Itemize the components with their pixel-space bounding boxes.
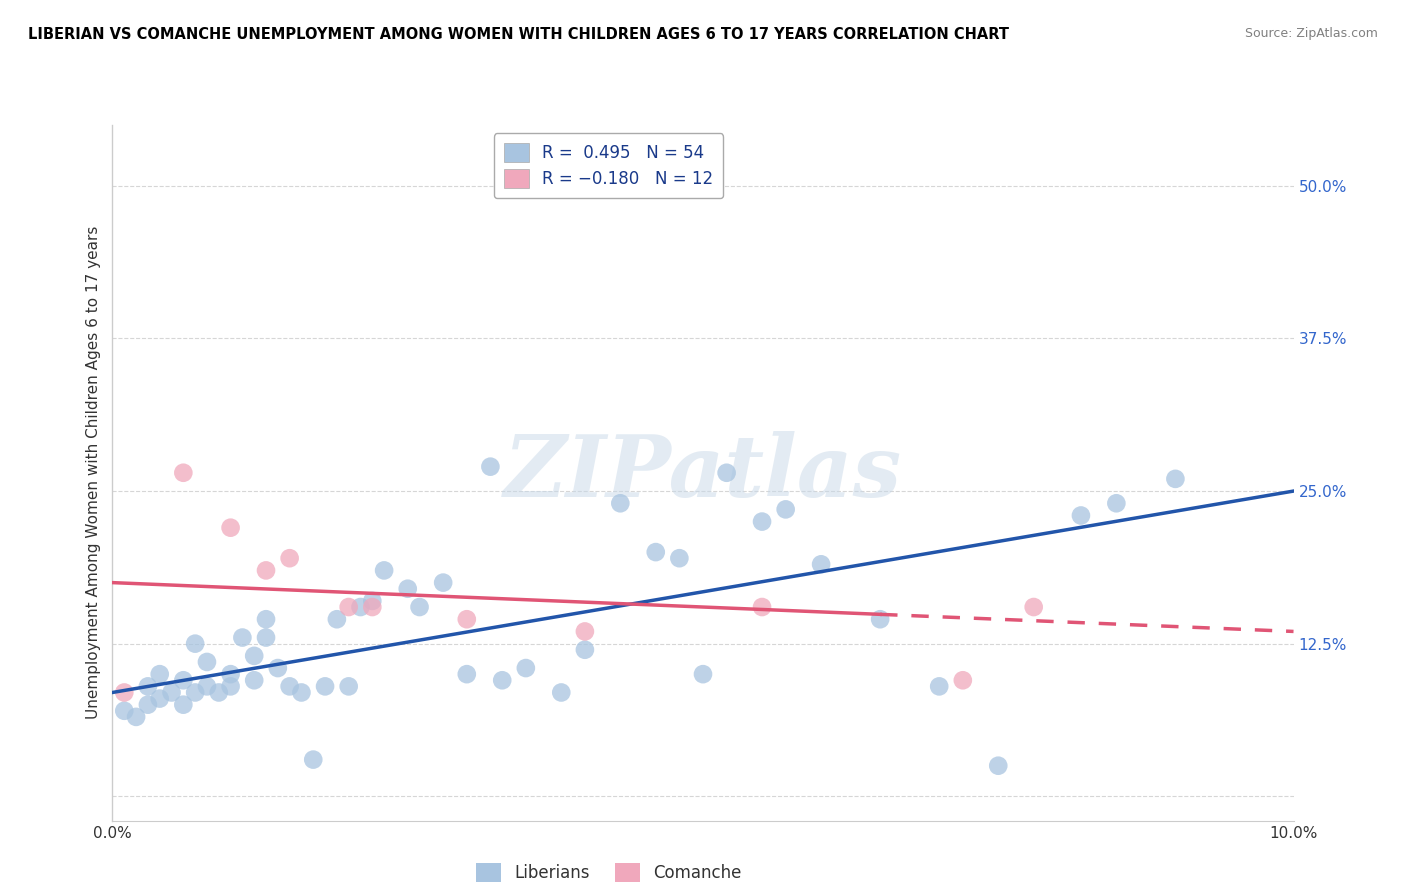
Point <box>254 612 277 626</box>
Point <box>609 496 631 510</box>
Point <box>160 685 183 699</box>
Text: LIBERIAN VS COMANCHE UNEMPLOYMENT AMONG WOMEN WITH CHILDREN AGES 6 TO 17 YEARS C: LIBERIAN VS COMANCHE UNEMPLOYMENT AMONG … <box>28 27 1010 42</box>
Point <box>479 459 502 474</box>
Text: Source: ZipAtlas.com: Source: ZipAtlas.com <box>1244 27 1378 40</box>
Point <box>172 466 194 480</box>
Point <box>184 637 207 651</box>
Point <box>219 521 242 535</box>
Point <box>1022 600 1045 615</box>
Point <box>195 655 218 669</box>
Point <box>172 673 194 688</box>
Point <box>278 551 301 566</box>
Point <box>349 600 371 615</box>
Point <box>373 563 395 577</box>
Point <box>337 679 360 693</box>
Y-axis label: Unemployment Among Women with Children Ages 6 to 17 years: Unemployment Among Women with Children A… <box>86 226 101 720</box>
Point <box>267 661 290 675</box>
Point <box>243 673 266 688</box>
Point <box>112 685 135 699</box>
Point <box>125 710 148 724</box>
Point <box>432 575 454 590</box>
Point <box>302 753 325 767</box>
Point <box>243 648 266 663</box>
Text: ZIPatlas: ZIPatlas <box>503 431 903 515</box>
Point <box>254 631 277 645</box>
Point <box>574 624 596 639</box>
Point <box>456 612 478 626</box>
Point <box>928 679 950 693</box>
Point <box>278 679 301 693</box>
Point <box>456 667 478 681</box>
Point <box>219 679 242 693</box>
Point <box>396 582 419 596</box>
Point <box>231 631 253 645</box>
Point <box>195 679 218 693</box>
Point <box>644 545 666 559</box>
Point <box>136 698 159 712</box>
Point <box>869 612 891 626</box>
Point <box>208 685 231 699</box>
Point <box>550 685 572 699</box>
Point <box>810 558 832 572</box>
Point <box>751 515 773 529</box>
Point <box>775 502 797 516</box>
Point <box>668 551 690 566</box>
Point <box>361 600 384 615</box>
Point <box>1070 508 1092 523</box>
Point <box>716 466 738 480</box>
Point <box>952 673 974 688</box>
Point <box>361 594 384 608</box>
Point <box>149 691 172 706</box>
Point <box>987 758 1010 772</box>
Point <box>574 642 596 657</box>
Point <box>314 679 336 693</box>
Point <box>112 704 135 718</box>
Point <box>1164 472 1187 486</box>
Point <box>254 563 277 577</box>
Point <box>136 679 159 693</box>
Point <box>172 698 194 712</box>
Point <box>149 667 172 681</box>
Point <box>751 600 773 615</box>
Point <box>219 667 242 681</box>
Point <box>692 667 714 681</box>
Point <box>1105 496 1128 510</box>
Point <box>491 673 513 688</box>
Point <box>337 600 360 615</box>
Point <box>408 600 430 615</box>
Point <box>290 685 312 699</box>
Point <box>184 685 207 699</box>
Point <box>326 612 349 626</box>
Legend: Liberians, Comanche: Liberians, Comanche <box>470 856 748 888</box>
Point <box>515 661 537 675</box>
